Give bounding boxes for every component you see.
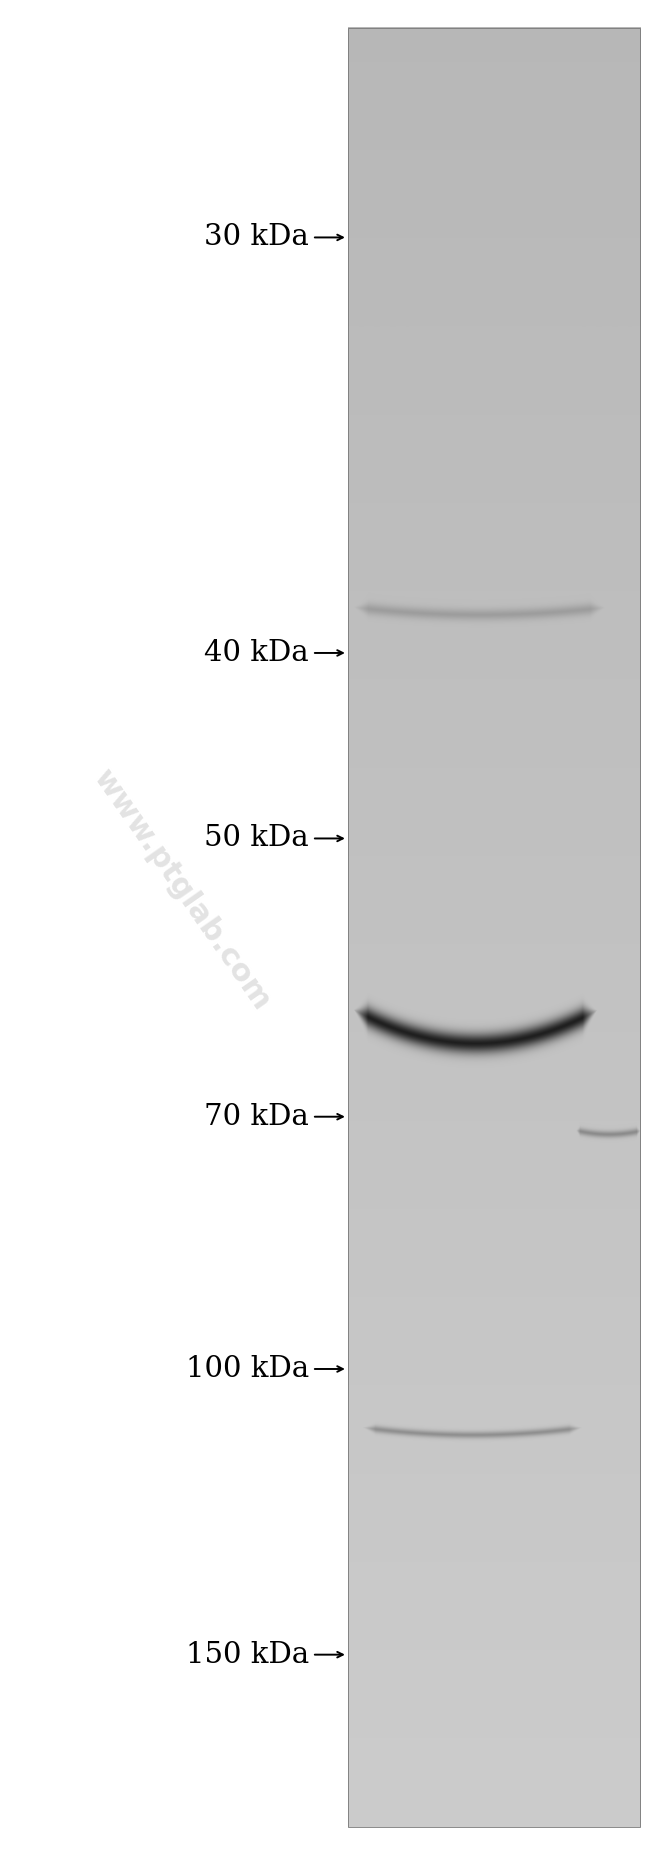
Text: 40 kDa: 40 kDa bbox=[204, 638, 309, 668]
Bar bbox=[348, 28, 640, 1827]
Text: 30 kDa: 30 kDa bbox=[204, 223, 309, 252]
Text: 50 kDa: 50 kDa bbox=[204, 824, 309, 853]
Text: 150 kDa: 150 kDa bbox=[185, 1640, 309, 1670]
Text: 70 kDa: 70 kDa bbox=[204, 1102, 309, 1132]
Text: www.ptglab.com: www.ptglab.com bbox=[88, 764, 276, 1017]
Text: 100 kDa: 100 kDa bbox=[185, 1354, 309, 1384]
